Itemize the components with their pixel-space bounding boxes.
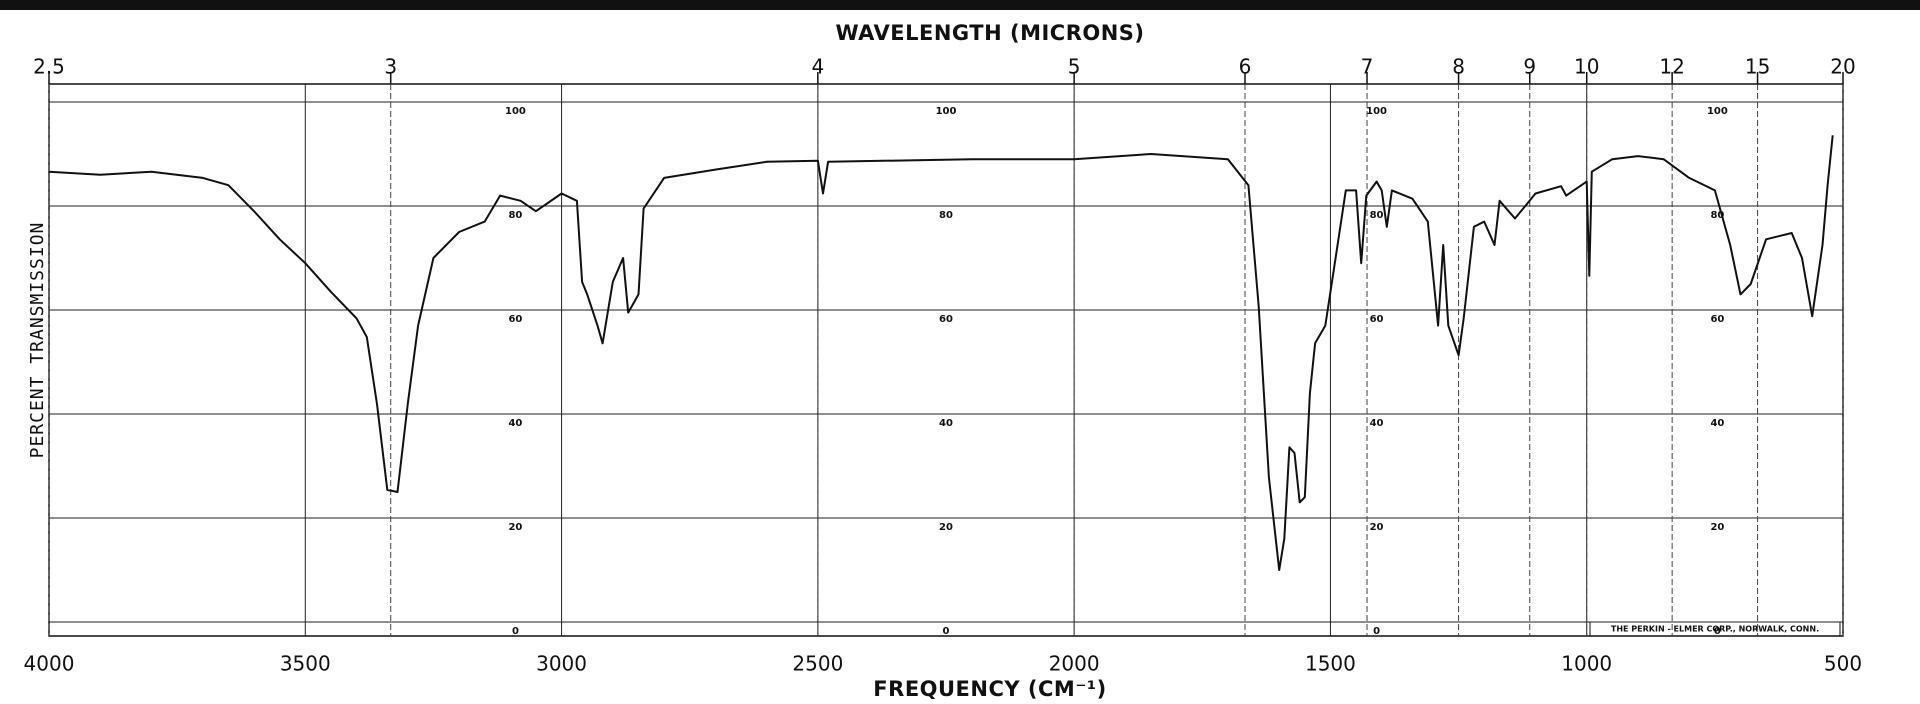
annotation: THE PERKIN - ELMER CORP., NORWALK, CONN.: [1611, 625, 1819, 634]
x2-tick-label: 5: [1068, 55, 1081, 79]
x-tick-label: 3000: [536, 652, 587, 676]
x2-tick-label: 8: [1452, 55, 1465, 79]
plot-frame: [48, 83, 1844, 637]
x2-tick-label: 9: [1523, 55, 1536, 79]
y-tick-label: 20: [939, 522, 953, 533]
y-tick-label: 80: [1370, 210, 1384, 221]
x-tick-label: 2000: [1049, 652, 1100, 676]
y-tick-label: 80: [1710, 210, 1724, 221]
y-tick-label: 20: [508, 522, 522, 533]
y-axis-title: PERCENT TRANSMISSION: [27, 222, 48, 459]
x-tick-label: 2500: [792, 652, 843, 676]
y-tick-label: 100: [1366, 106, 1387, 117]
x2-tick-label: 6: [1239, 55, 1252, 79]
x-axis-title: FREQUENCY (CM⁻¹): [873, 677, 1106, 701]
top-band: [0, 0, 1920, 10]
x2-axis-title: WAVELENGTH (MICRONS): [835, 21, 1144, 45]
y-tick-label: 20: [1370, 522, 1384, 533]
spectrum-line: [48, 135, 1834, 571]
x2-tick-label: 20: [1830, 55, 1855, 79]
x-tick-label: 1000: [1561, 652, 1612, 676]
x2-tick-label: 7: [1361, 55, 1374, 79]
y-tick-label: 0: [1714, 626, 1721, 637]
x2-tick-label: 4: [811, 55, 824, 79]
y-tick-label: 40: [939, 418, 953, 429]
y-tick-label: 100: [505, 106, 526, 117]
y-tick-label: 60: [1710, 314, 1724, 325]
y-tick-label: 80: [939, 210, 953, 221]
x-tick-label: 1500: [1305, 652, 1356, 676]
x2-tick-label: 3: [384, 55, 397, 79]
x-tick-label: 500: [1824, 652, 1862, 676]
y-tick-label: 0: [1373, 626, 1380, 637]
x2-tick-label: 12: [1659, 55, 1684, 79]
x-tick-label: 3500: [280, 652, 331, 676]
y-tick-label: 100: [936, 106, 957, 117]
y-tick-label: 80: [508, 210, 522, 221]
y-tick-label: 40: [1710, 418, 1724, 429]
y-tick-label: 0: [512, 626, 519, 637]
y-tick-label: 60: [939, 314, 953, 325]
x-tick-label: 4000: [24, 652, 75, 676]
y-tick-label: 100: [1707, 106, 1728, 117]
y-tick-label: 20: [1710, 522, 1724, 533]
x2-tick-label: 10: [1574, 55, 1599, 79]
y-tick-label: 40: [508, 418, 522, 429]
y-tick-label: 60: [1370, 314, 1384, 325]
y-tick-label: 0: [943, 626, 950, 637]
y-tick-label: 60: [508, 314, 522, 325]
y-tick-label: 40: [1370, 418, 1384, 429]
x2-tick-label: 2.5: [33, 55, 65, 79]
x2-tick-label: 15: [1745, 55, 1770, 79]
